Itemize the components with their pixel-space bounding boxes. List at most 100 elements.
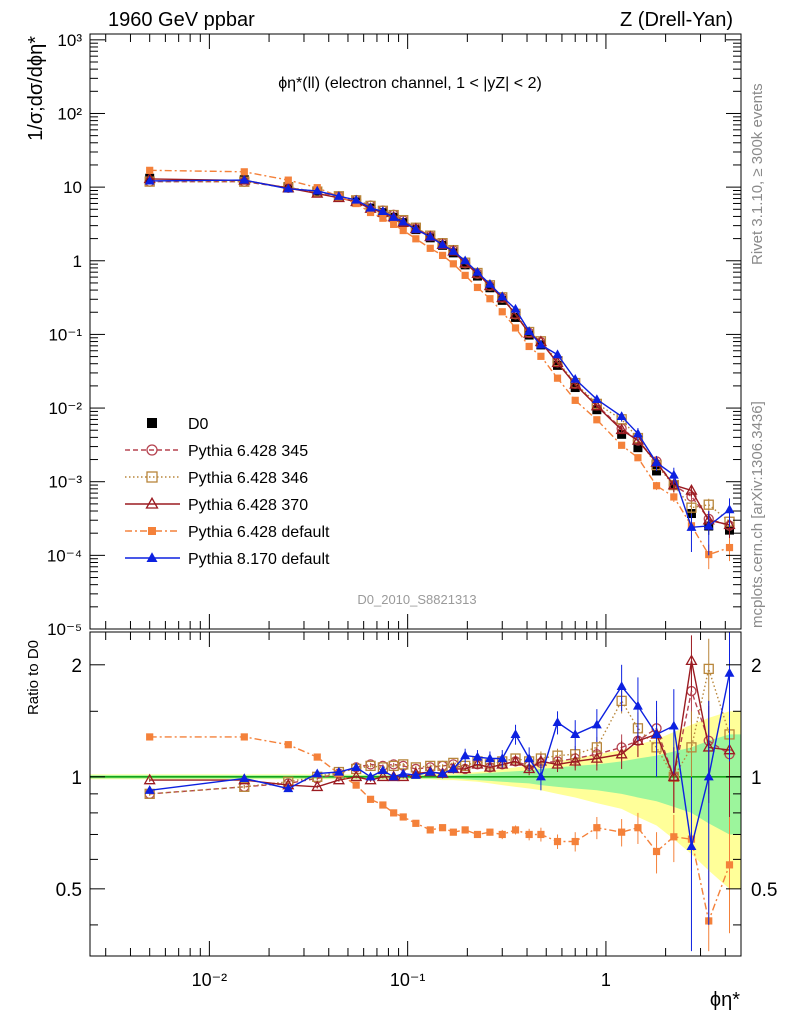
ratio-point-p6def <box>352 781 360 789</box>
x-tick-label: 1 <box>601 970 611 990</box>
legend-label: Pythia 6.428 345 <box>188 443 308 460</box>
ratio-point-p8 <box>535 771 546 781</box>
main-point-p6def <box>379 214 387 222</box>
ratio-y-tick-label: 2 <box>71 656 82 677</box>
x-axis-label: ϕη* <box>710 989 740 1011</box>
ratio-point-p8 <box>437 768 448 778</box>
ratio-point-p370 <box>311 780 324 792</box>
ratio-point-p8 <box>651 729 662 739</box>
main-point-p8 <box>410 224 421 233</box>
ratio-point-p6def <box>593 824 601 832</box>
main-point-p6def <box>553 374 562 382</box>
main-point-p6def <box>511 324 520 332</box>
main-point-p8 <box>239 174 250 184</box>
ratio-point-p8 <box>312 768 323 778</box>
legend-label: Pythia 8.170 default <box>188 551 330 568</box>
ratio-point-p8 <box>668 720 679 730</box>
main-point-p6def <box>473 283 482 292</box>
ratio-point-p370 <box>376 770 389 782</box>
ratio-point-p6def <box>461 826 469 834</box>
ratio-point-p370 <box>685 654 698 666</box>
ratio-y-axis-label: Ratio to D0 <box>25 640 42 715</box>
main-point-p6def <box>652 482 661 490</box>
main-point-data <box>497 295 507 305</box>
ratio-point-p370 <box>496 757 509 769</box>
ratio-point-p8 <box>448 763 459 773</box>
main-point-p8 <box>333 191 344 200</box>
main-point-p370 <box>631 434 644 445</box>
main-point-data <box>524 330 534 340</box>
analysis-watermark: D0_2010_S8821313 <box>357 592 476 607</box>
main-series <box>143 166 736 570</box>
ratio-point-p346 <box>365 760 376 772</box>
main-point-p8 <box>388 212 399 221</box>
main-y-tick-label: 10³ <box>57 31 82 50</box>
legend-label: Pythia 6.428 370 <box>188 497 308 514</box>
ratio-point-p8 <box>472 751 483 761</box>
ratio-point-p6def <box>366 795 375 803</box>
main-point-p8 <box>616 411 627 421</box>
ratio-point-p6def <box>498 830 506 839</box>
ratio-point-p6def <box>284 741 292 749</box>
header-right: Z (Drell-Yan) <box>620 9 733 31</box>
ratio-point-p8 <box>365 771 376 781</box>
ratio-point-p8 <box>351 762 362 772</box>
main-point-p370 <box>723 518 736 530</box>
legend-label: Pythia 6.428 default <box>188 524 330 541</box>
legend-item-p370: Pythia 6.428 370 <box>125 496 308 514</box>
main-point-p8 <box>524 326 535 336</box>
main-point-p8 <box>351 194 362 204</box>
main-point-data <box>472 271 482 281</box>
ratio-point-p370 <box>667 770 680 782</box>
main-point-p8 <box>437 239 448 249</box>
ratio-point-p8 <box>510 729 521 739</box>
ratio-point-p8 <box>283 783 294 793</box>
ratio-point-p8 <box>686 841 697 851</box>
legend-marker <box>146 471 158 483</box>
main-point-p6def <box>634 454 642 462</box>
main-point-p8 <box>591 394 602 404</box>
main-y-tick-label: 10⁻⁴ <box>47 546 82 565</box>
ratio-point-p6def <box>146 733 154 741</box>
ratio-point-p370 <box>459 762 472 774</box>
ratio-point-p6def <box>618 828 626 836</box>
plot-title: ϕη*(ll) (electron channel, 1 < |yZ| < 2) <box>278 75 542 92</box>
main-y-axis-label: 1/σ;dσ/dϕη* <box>25 36 47 141</box>
legend-item-p345: Pythia 6.428 345 <box>125 443 308 460</box>
ratio-point-p6def <box>390 809 398 817</box>
main-point-p6def <box>525 342 533 351</box>
ratio-point-p370 <box>332 773 345 785</box>
ratio-point-p370 <box>143 773 156 785</box>
ratio-point-p8 <box>377 765 388 775</box>
x-tick-label: 10⁻¹ <box>390 970 426 990</box>
main-y-tick-label: 1 <box>73 252 82 271</box>
ratio-point-p6def <box>426 826 434 834</box>
main-point-p346 <box>703 499 714 510</box>
ratio-point-p8 <box>484 753 495 763</box>
main-series-data <box>145 173 735 543</box>
legend-marker <box>148 527 156 535</box>
ratio-band-outer <box>90 711 741 889</box>
main-point-p346 <box>686 502 697 513</box>
main-point-p8 <box>283 183 294 193</box>
ratio-band-inner <box>90 734 741 835</box>
main-point-p8 <box>377 206 388 216</box>
main-point-p8 <box>365 202 376 212</box>
main-point-p8 <box>703 520 714 530</box>
main-point-p8 <box>312 185 323 195</box>
main-point-p6def <box>498 308 506 316</box>
main-point-p8 <box>535 339 546 349</box>
main-point-p370 <box>569 377 582 389</box>
main-point-p8 <box>510 303 521 313</box>
main-y-tick-label: 10 <box>63 178 82 197</box>
ratio-y-tick-label: 1 <box>71 768 82 789</box>
ratio-y-tick-label-right: 2 <box>751 656 762 677</box>
main-point-p6def <box>399 226 407 235</box>
legend-item-p346: Pythia 6.428 346 <box>125 470 308 487</box>
ratio-point-p8 <box>703 771 714 781</box>
rivet-version-label: Rivet 3.1.10, ≥ 300k events <box>749 83 766 265</box>
main-point-p6def <box>390 220 398 228</box>
main-point-p8 <box>398 216 409 226</box>
ratio-point-p6def <box>412 819 420 827</box>
legend-item-p6def: Pythia 6.428 default <box>125 524 330 541</box>
